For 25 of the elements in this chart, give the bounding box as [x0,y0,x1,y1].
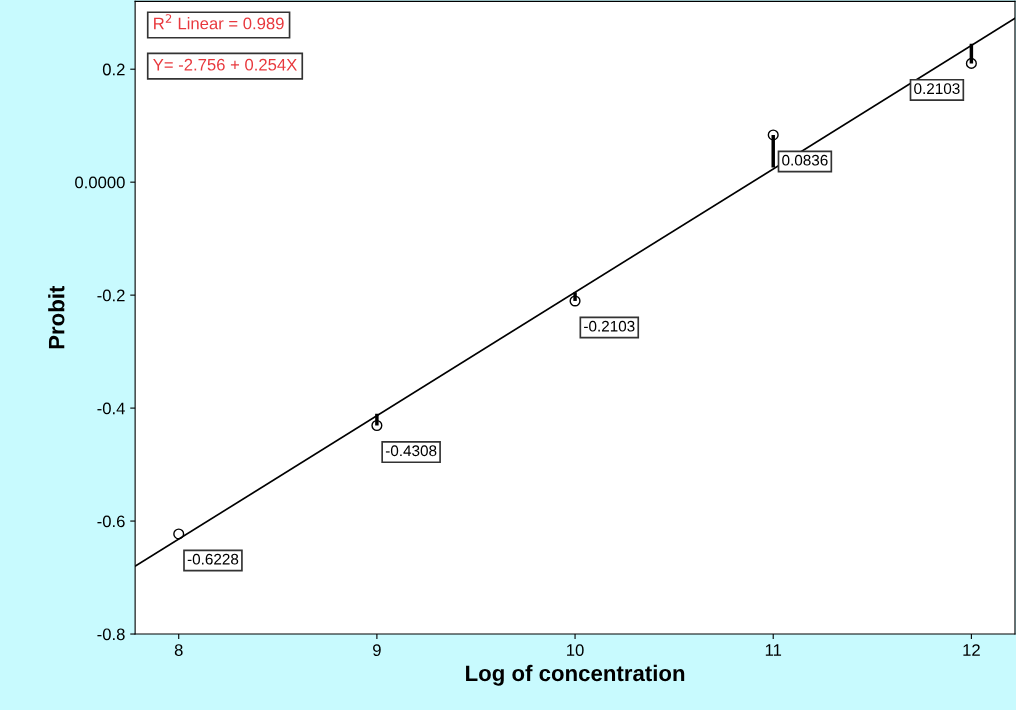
data-label: -0.2103 [584,320,635,332]
point [569,295,581,307]
y-tick-label: -0.4 [97,402,125,415]
data-label: 0.0836 [782,154,828,166]
point [965,57,977,69]
point [173,528,185,540]
x-tick-label: 10 [567,644,584,656]
y-tick-label: 0.2 [102,63,125,76]
x-tick-label: 11 [765,644,782,656]
data-label: -0.4308 [385,445,437,457]
y-tick-label: 0.0000 [75,176,125,189]
point [371,419,383,432]
annotation: R$^{2}$ Linear = 0.989 [154,14,284,30]
data-label: -0.6228 [187,553,239,565]
x-tick-label: 8 [174,644,183,656]
y-tick-label: -0.6 [97,515,125,528]
x-tick-label: 9 [373,644,381,656]
x-tick-label: 12 [963,644,980,656]
x-axis-title: Log of concentration [466,664,685,686]
y-tick-label: -0.8 [97,628,125,641]
y-axis-title: Probit [48,285,65,349]
annotation: Y= -2.756 + 0.254X [153,58,297,71]
point [767,129,779,141]
y-tick-label: -0.2 [97,289,125,302]
data-label: 0.2103 [914,83,960,95]
